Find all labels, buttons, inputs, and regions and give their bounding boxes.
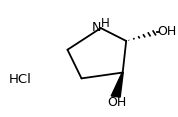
Polygon shape xyxy=(111,72,123,97)
Text: N: N xyxy=(92,21,102,34)
Text: OH: OH xyxy=(157,25,176,38)
Text: H: H xyxy=(100,16,109,30)
Text: OH: OH xyxy=(107,96,126,110)
Text: HCl: HCl xyxy=(9,73,32,86)
